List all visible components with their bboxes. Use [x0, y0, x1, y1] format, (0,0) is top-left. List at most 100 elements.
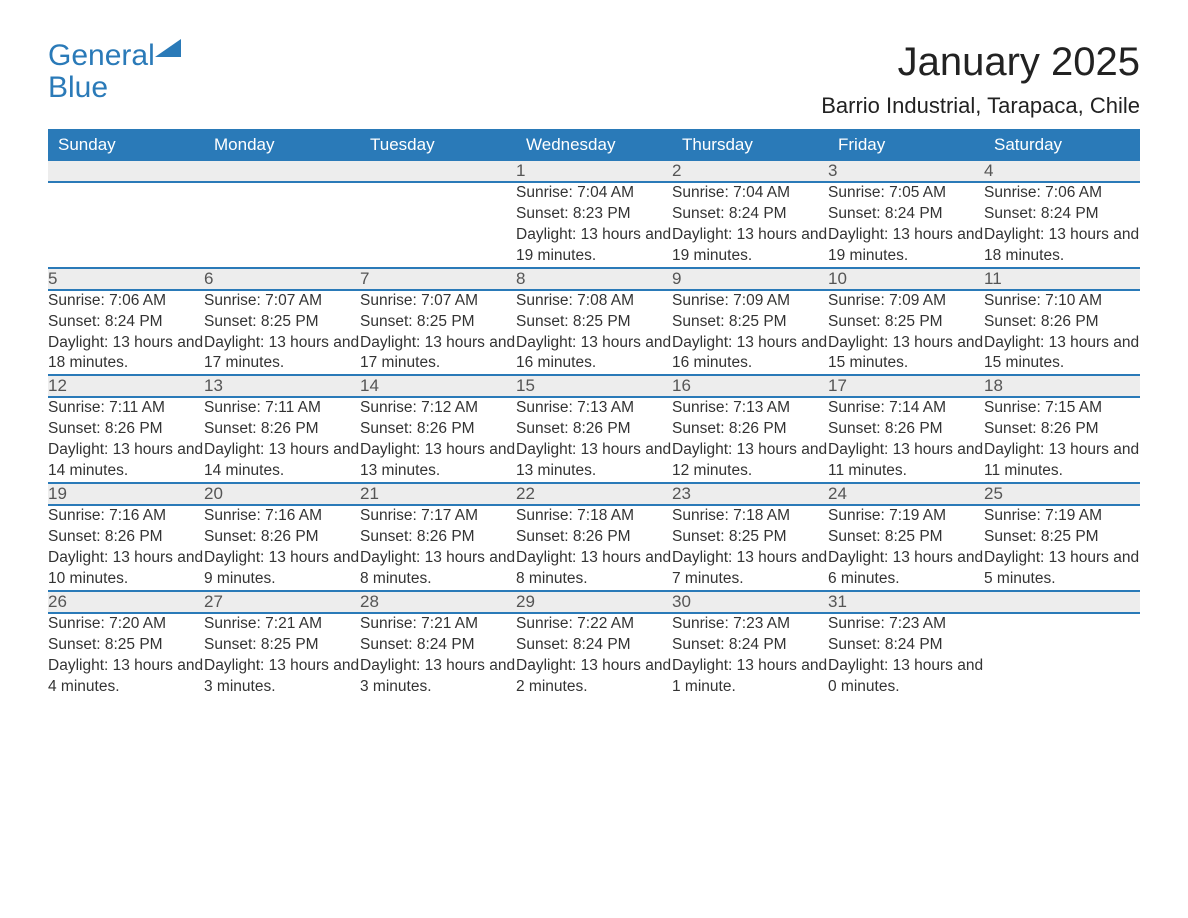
- sunrise-text: Sunrise: 7:18 AM: [672, 507, 790, 524]
- sunrise-text: Sunrise: 7:18 AM: [516, 507, 634, 524]
- sunrise-text: Sunrise: 7:17 AM: [360, 507, 478, 524]
- day-details-cell: Sunrise: 7:16 AM Sunset: 8:26 PM Daylight:…: [204, 505, 360, 591]
- sunset-text: Sunset: 8:25 PM: [360, 313, 475, 330]
- weekday-header: Monday: [204, 129, 360, 161]
- sunset-text: Sunset: 8:26 PM: [204, 528, 319, 545]
- day-number-cell: 18: [984, 375, 1140, 397]
- sunrise-text: Sunrise: 7:14 AM: [828, 399, 946, 416]
- sunset-text: Sunset: 8:25 PM: [984, 528, 1099, 545]
- daylight-text: Daylight: 13 hours and 18 minutes.: [48, 334, 203, 372]
- sunrise-text: Sunrise: 7:11 AM: [204, 399, 321, 416]
- sunrise-text: Sunrise: 7:07 AM: [204, 292, 322, 309]
- sunrise-text: Sunrise: 7:06 AM: [984, 184, 1102, 201]
- day-number-cell: 8: [516, 268, 672, 290]
- day-details-cell: Sunrise: 7:07 AM Sunset: 8:25 PM Daylight:…: [360, 290, 516, 376]
- weekday-header: Friday: [828, 129, 984, 161]
- day-number-cell: 26: [48, 591, 204, 613]
- sunrise-text: Sunrise: 7:04 AM: [516, 184, 634, 201]
- day-number-cell: 10: [828, 268, 984, 290]
- day-number-cell: 25: [984, 483, 1140, 505]
- sunset-text: Sunset: 8:25 PM: [516, 313, 631, 330]
- sunset-text: Sunset: 8:24 PM: [828, 205, 943, 222]
- daylight-text: Daylight: 13 hours and 19 minutes.: [516, 226, 671, 264]
- sunset-text: Sunset: 8:24 PM: [828, 636, 943, 653]
- sunset-text: Sunset: 8:26 PM: [984, 313, 1099, 330]
- sunset-text: Sunset: 8:26 PM: [828, 420, 943, 437]
- day-number-cell: 3: [828, 161, 984, 182]
- sunrise-text: Sunrise: 7:16 AM: [204, 507, 322, 524]
- daylight-text: Daylight: 13 hours and 1 minute.: [672, 657, 827, 695]
- daylight-text: Daylight: 13 hours and 13 minutes.: [516, 441, 671, 479]
- daylight-text: Daylight: 13 hours and 6 minutes.: [828, 549, 983, 587]
- day-details-cell: Sunrise: 7:23 AMSunset: 8:24 PMDaylight:…: [828, 613, 984, 698]
- day-details-cell: Sunrise: 7:06 AMSunset: 8:24 PMDaylight:…: [48, 290, 204, 376]
- day-number-cell: 23: [672, 483, 828, 505]
- daylight-text: Daylight: 13 hours and 4 minutes.: [48, 657, 203, 695]
- day-number-cell: 31: [828, 591, 984, 613]
- day-details-cell: [48, 182, 204, 268]
- sunset-text: Sunset: 8:26 PM: [672, 420, 787, 437]
- day-number-cell: 22: [516, 483, 672, 505]
- weekday-header: Sunday: [48, 129, 204, 161]
- daylight-text: Daylight: 13 hours and 15 minutes.: [828, 334, 983, 372]
- day-details-cell: Sunrise: 7:16 AMSunset: 8:26 PMDaylight:…: [48, 505, 204, 591]
- brand-word-1: General: [48, 39, 155, 72]
- daylight-text: Daylight: 13 hours and 8 minutes.: [516, 549, 671, 587]
- sunset-text: Sunset: 8:26 PM: [360, 528, 475, 545]
- day-details-cell: Sunrise: 7:21 AMSunset: 8:25 PMDaylight:…: [204, 613, 360, 698]
- day-details-cell: [204, 182, 360, 268]
- sunset-text: Sunset: 8:26 PM: [984, 420, 1099, 437]
- sunset-text: Sunset: 8:26 PM: [516, 528, 631, 545]
- daylight-text: Daylight: 13 hours and 13 minutes.: [360, 441, 515, 479]
- daylight-text: Daylight: 13 hours and 16 minutes.: [672, 334, 827, 372]
- day-details-cell: Sunrise: 7:20 AMSunset: 8:25 PMDaylight:…: [48, 613, 204, 698]
- day-details-cell: Sunrise: 7:15 AMSunset: 8:26 PMDaylight:…: [984, 397, 1140, 483]
- daylight-text: Daylight: 13 hours and 12 minutes.: [672, 441, 827, 479]
- day-number-cell: 11: [984, 268, 1140, 290]
- day-details-cell: Sunrise: 7:07 AM Sunset: 8:25 PM Daylight:…: [204, 290, 360, 376]
- day-details-cell: Sunrise: 7:04 AM Sunset: 8:23 PM Daylight:…: [516, 182, 672, 268]
- daylight-text: Daylight: 13 hours and 3 minutes.: [204, 657, 359, 695]
- daylight-text: Daylight: 13 hours and 11 minutes.: [828, 441, 983, 479]
- sunrise-text: Sunrise: 7:15 AM: [984, 399, 1102, 416]
- sunset-text: Sunset: 8:26 PM: [48, 420, 163, 437]
- sunrise-text: Sunrise: 7:22 AM: [516, 615, 634, 632]
- sunset-text: Sunset: 8:25 PM: [204, 313, 319, 330]
- brand-word-2: Blue: [48, 71, 108, 104]
- sunset-text: Sunset: 8:25 PM: [672, 528, 787, 545]
- daylight-text: Daylight: 13 hours and 9 minutes.: [204, 549, 359, 587]
- day-details-cell: Sunrise: 7:04 AMSunset: 8:24 PMDaylight:…: [672, 182, 828, 268]
- sunrise-text: Sunrise: 7:05 AM: [828, 184, 946, 201]
- day-number-cell: 20: [204, 483, 360, 505]
- sunrise-text: Sunrise: 7:21 AM: [360, 615, 478, 632]
- day-details-cell: Sunrise: 7:09 AMSunset: 8:25 PMDaylight:…: [672, 290, 828, 376]
- sunrise-text: Sunrise: 7:04 AM: [672, 184, 790, 201]
- sunrise-text: Sunrise: 7:07 AM: [360, 292, 478, 309]
- sunset-text: Sunset: 8:24 PM: [516, 636, 631, 653]
- sunrise-text: Sunrise: 7:23 AM: [828, 615, 946, 632]
- day-details-cell: Sunrise: 7:22 AMSunset: 8:24 PMDaylight:…: [516, 613, 672, 698]
- weekday-header: Thursday: [672, 129, 828, 161]
- daylight-text: Daylight: 13 hours and 16 minutes.: [516, 334, 671, 372]
- weekday-header: Tuesday: [360, 129, 516, 161]
- daylight-text: Daylight: 13 hours and 17 minutes.: [204, 334, 359, 372]
- sunrise-text: Sunrise: 7:13 AM: [672, 399, 790, 416]
- day-number-cell: [204, 161, 360, 182]
- sunrise-text: Sunrise: 7:13 AM: [516, 399, 634, 416]
- weekday-header: Saturday: [984, 129, 1140, 161]
- day-number-cell: [360, 161, 516, 182]
- location-text: Barrio Industrial, Tarapaca, Chile: [821, 93, 1140, 119]
- sunset-text: Sunset: 8:23 PM: [516, 205, 631, 222]
- day-details-cell: [360, 182, 516, 268]
- day-details-cell: Sunrise: 7:19 AMSunset: 8:25 PMDaylight:…: [984, 505, 1140, 591]
- sunset-text: Sunset: 8:24 PM: [672, 205, 787, 222]
- day-number-cell: 29: [516, 591, 672, 613]
- day-details-cell: Sunrise: 7:11 AMSunset: 8:26 PMDaylight:…: [48, 397, 204, 483]
- day-number-cell: 5: [48, 268, 204, 290]
- sunrise-text: Sunrise: 7:06 AM: [48, 292, 166, 309]
- daylight-text: Daylight: 13 hours and 17 minutes.: [360, 334, 515, 372]
- day-number-cell: 9: [672, 268, 828, 290]
- sunset-text: Sunset: 8:26 PM: [48, 528, 163, 545]
- daylight-text: Daylight: 13 hours and 5 minutes.: [984, 549, 1139, 587]
- day-details-cell: Sunrise: 7:13 AMSunset: 8:26 PMDaylight:…: [516, 397, 672, 483]
